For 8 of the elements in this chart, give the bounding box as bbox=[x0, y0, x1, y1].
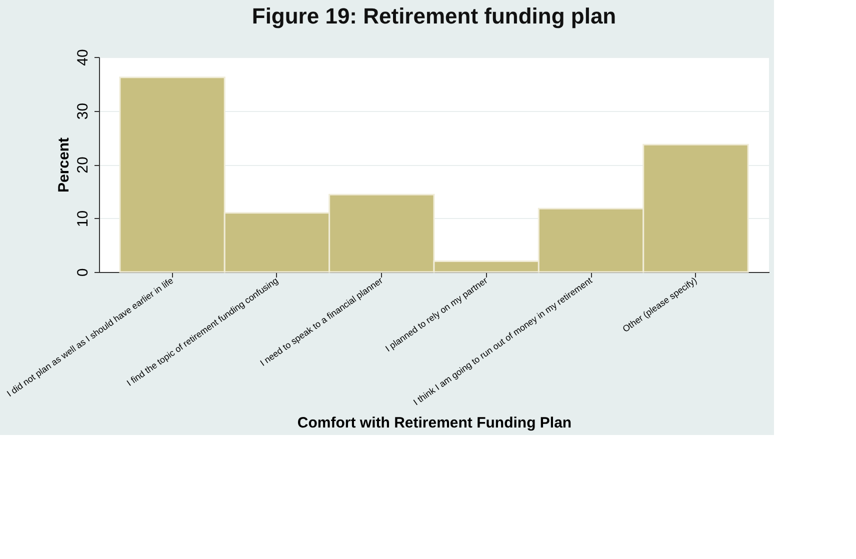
x-axis-title: Comfort with Retirement Funding Plan bbox=[297, 414, 572, 432]
y-tick-label: 0 bbox=[74, 268, 92, 277]
y-axis-title: Percent bbox=[56, 137, 72, 193]
y-tick-label: 40 bbox=[74, 49, 92, 66]
y-tick-label: 20 bbox=[74, 156, 92, 174]
y-tick-label: 10 bbox=[74, 210, 92, 228]
y-tick-label: 30 bbox=[74, 102, 92, 120]
chart-title: Figure 19: Retirement funding plan bbox=[252, 4, 616, 29]
